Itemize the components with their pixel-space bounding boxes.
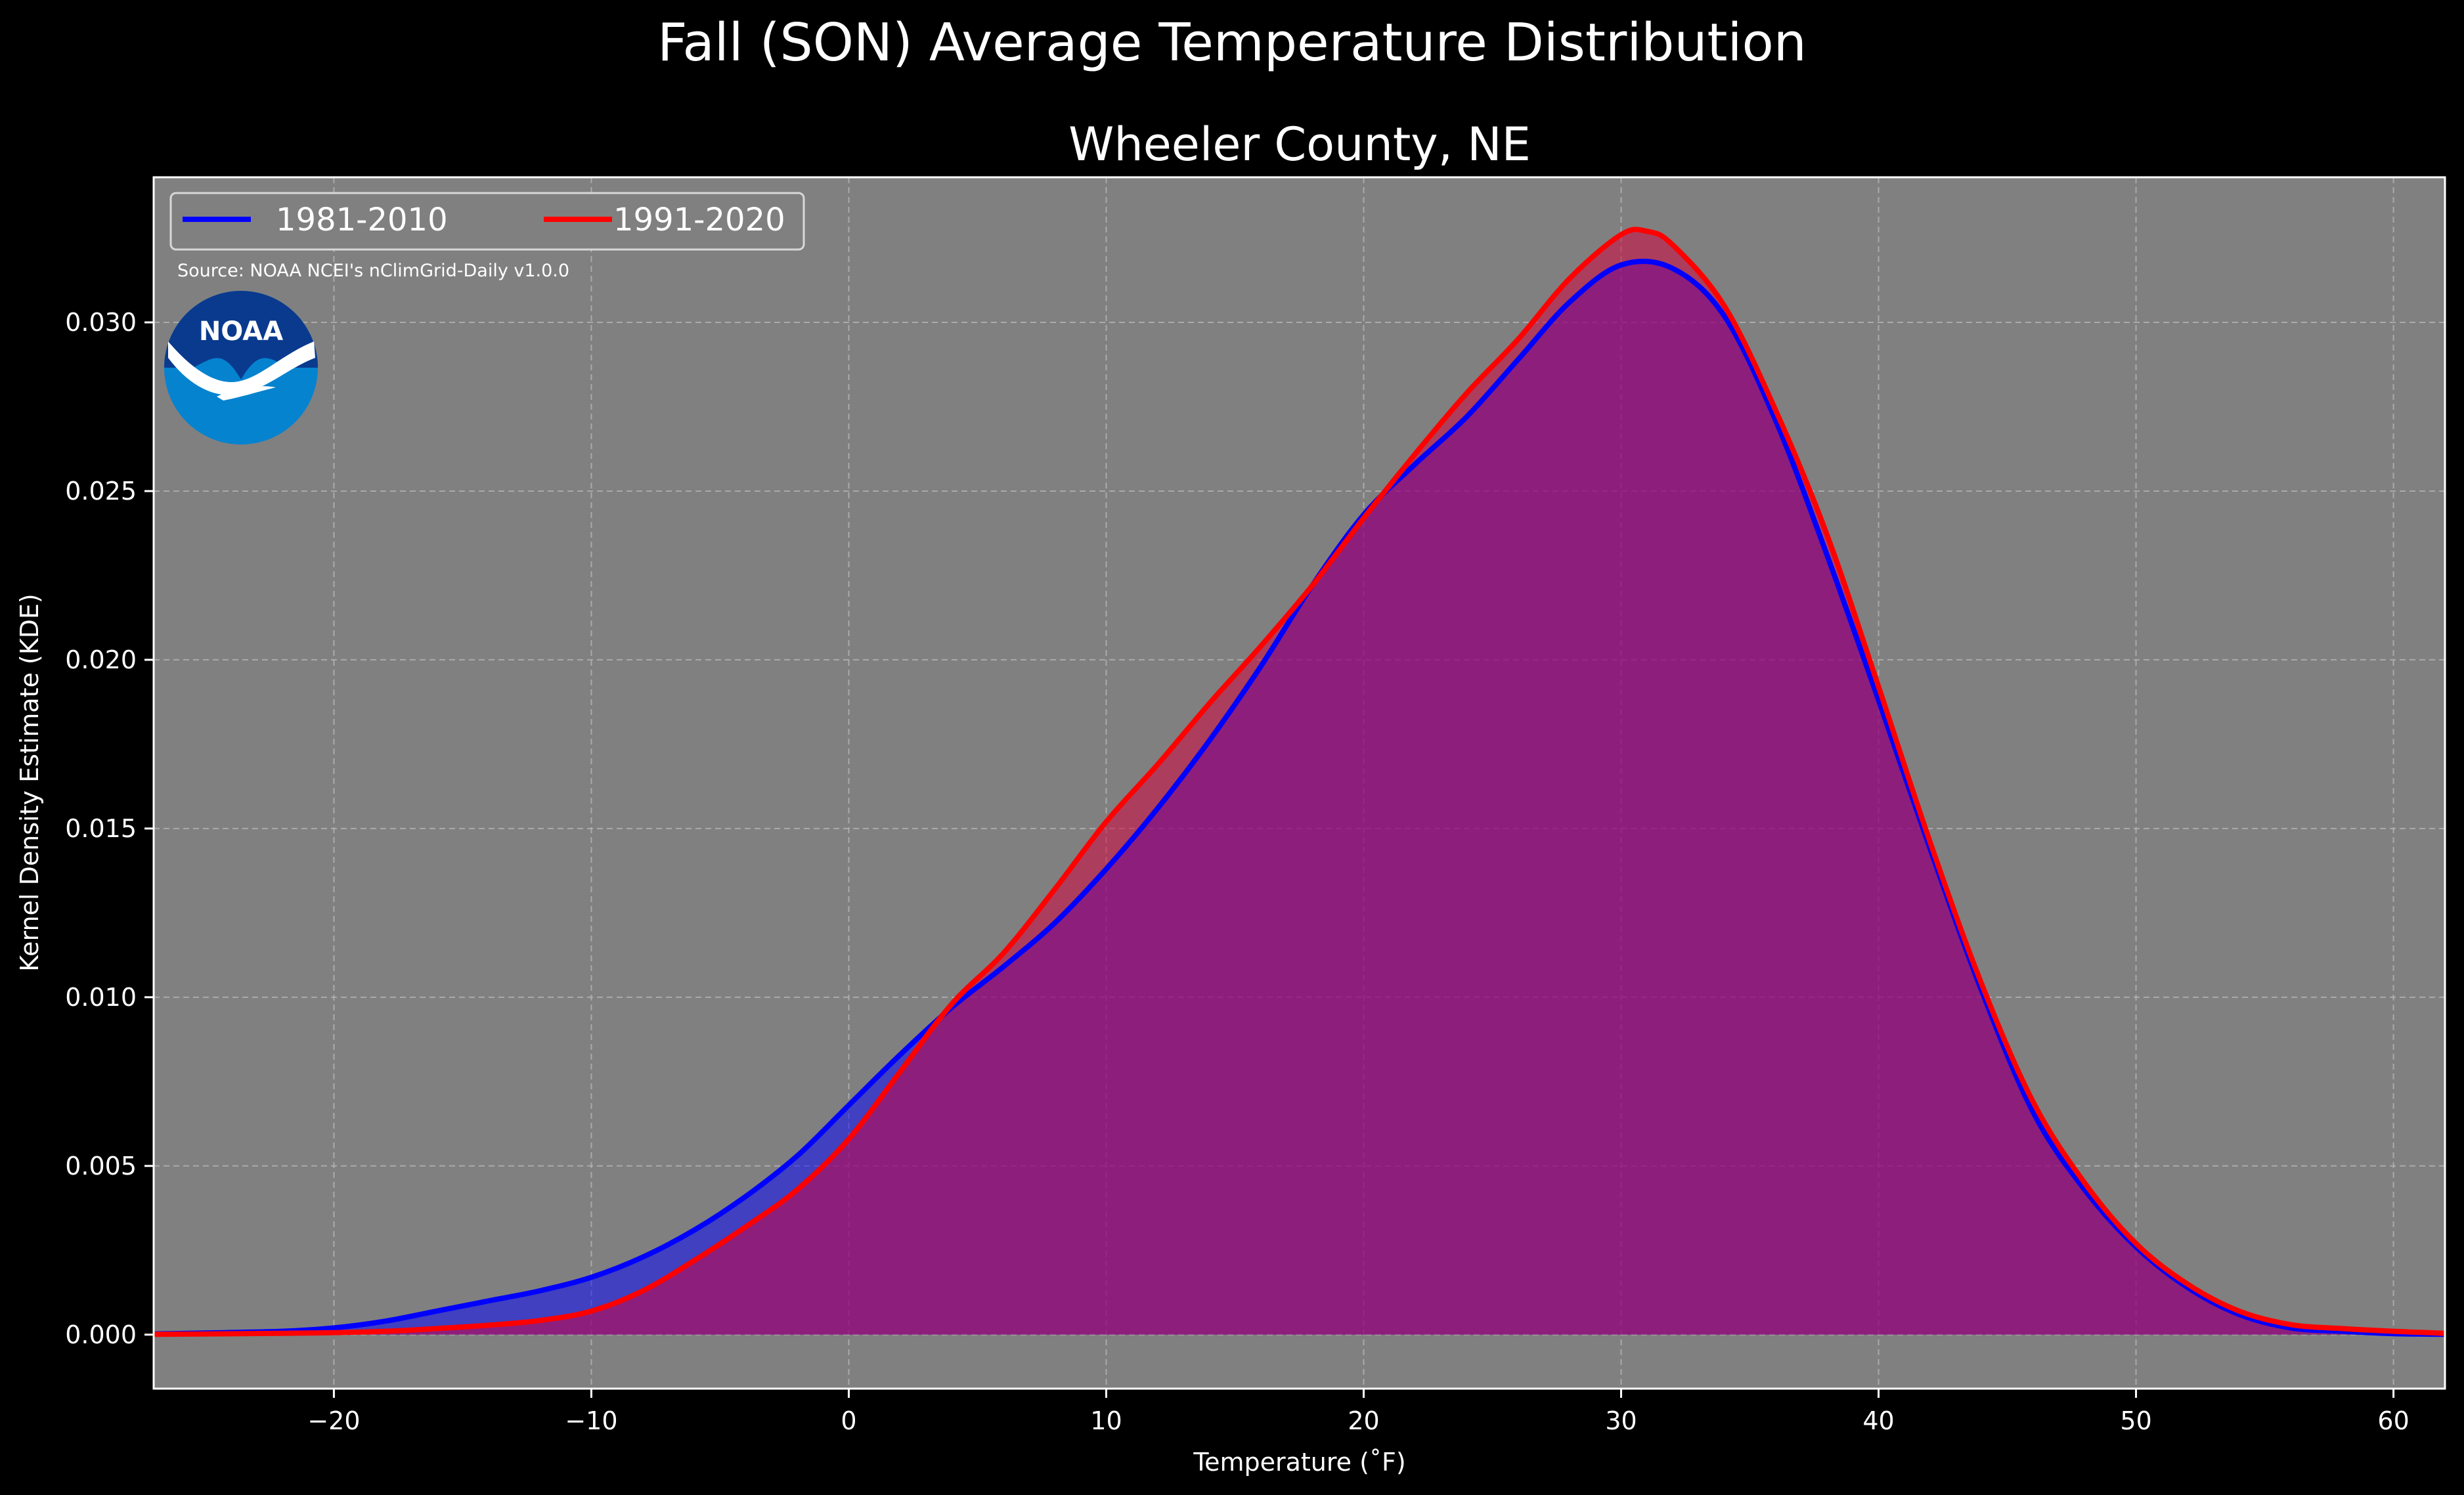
y-tick-label-1: 0.005 (65, 1152, 137, 1181)
x-axis-ticks: −20 −10 0 10 20 30 40 50 60 (307, 1389, 2409, 1435)
x-tick-label-5: 30 (1605, 1406, 1637, 1435)
x-tick-label-3: 10 (1090, 1406, 1122, 1435)
density-lines (153, 227, 2446, 1337)
legend-box (169, 192, 805, 251)
x-tick-label-8: 60 (2377, 1406, 2409, 1435)
chart-title: Wheeler County, NE (1068, 118, 1531, 171)
x-tick-label-1: −10 (565, 1406, 617, 1435)
y-tick-label-2: 0.010 (65, 983, 137, 1012)
x-tick-label-7: 50 (2120, 1406, 2151, 1435)
y-axis-ticks: 0.000 0.005 0.010 0.015 0.020 0.025 0.030 (65, 308, 154, 1349)
y-tick-label-6: 0.030 (65, 308, 137, 337)
x-tick-label-0: −20 (307, 1406, 360, 1435)
y-tick-label-5: 0.025 (65, 477, 137, 506)
legend-label-1991-2020: 1991-2020 (613, 202, 785, 238)
y-tick-label-4: 0.020 (65, 645, 137, 674)
figure-title: Fall (SON) Average Temperature Distribut… (657, 12, 1807, 73)
x-tick-label-6: 40 (1862, 1406, 1894, 1435)
noaa-logo-text: NOAA (199, 316, 283, 347)
y-axis-label: Kernel Density Estimate (KDE) (15, 594, 44, 972)
area-1991-2020 (154, 229, 2445, 1335)
legend: 1981-2010 1991-2020 (169, 192, 805, 251)
x-tick-label-2: 0 (841, 1406, 856, 1435)
line-1991-2020 (153, 227, 2446, 1337)
y-tick-label-3: 0.015 (65, 814, 137, 843)
y-tick-label-0: 0.000 (65, 1320, 137, 1349)
legend-label-1981-2010: 1981-2010 (276, 202, 448, 238)
x-tick-label-4: 20 (1348, 1406, 1379, 1435)
source-note: Source: NOAA NCEI's nClimGrid-Daily v1.0… (177, 261, 569, 281)
plot-frame (152, 176, 2446, 1390)
noaa-logo-icon: NOAA (164, 291, 318, 444)
x-axis-label: Temperature (˚F) (1193, 1448, 1405, 1477)
density-areas (154, 229, 2445, 1335)
